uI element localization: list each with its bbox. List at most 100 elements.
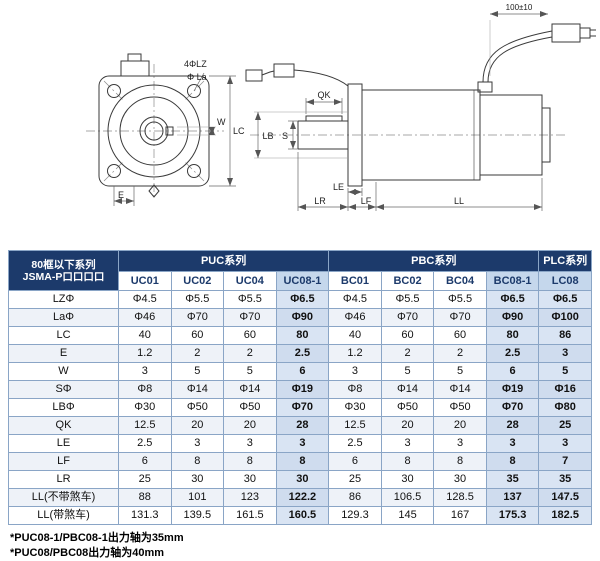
dim-label-lc: LC	[233, 126, 245, 136]
spec-value: Φ6.5	[485, 290, 540, 309]
table-row: LR 25 30 30 30 25 30 30 35 35	[8, 470, 592, 489]
spec-value: 60	[223, 326, 277, 345]
spec-value: Φ5.5	[170, 290, 225, 309]
spec-value: Φ5.5	[380, 290, 435, 309]
spec-value: 8	[275, 452, 330, 471]
spec-value: Φ70	[275, 398, 330, 417]
spec-value: 20	[433, 416, 487, 435]
spec-value: 8	[380, 452, 435, 471]
spec-value: 40	[328, 326, 382, 345]
spec-value: Φ6.5	[275, 290, 330, 309]
spec-value: 139.5	[170, 506, 225, 525]
row-label: LL(带煞车)	[8, 506, 119, 525]
row-label: LC	[8, 326, 119, 345]
spec-value: 137	[485, 488, 540, 507]
spec-value: Φ5.5	[223, 290, 277, 309]
col-header-model: LC08	[538, 271, 592, 291]
spec-value: 123	[223, 488, 277, 507]
spec-value: 30	[170, 470, 225, 489]
spec-value: Φ46	[118, 308, 172, 327]
spec-value: Φ90	[485, 308, 540, 327]
cable-gland	[477, 81, 493, 93]
dim-label-holes: 4ΦLZ	[184, 59, 207, 69]
spec-value: 30	[433, 470, 487, 489]
footnote-2: *PUC08/PBC08出力轴为40mm	[10, 547, 165, 559]
footnotes: *PUC08-1/PBC08-1出力轴为35mm *PUC08/PBC08出力轴…	[10, 531, 600, 561]
spec-value: Φ70	[170, 308, 225, 327]
connector-plug-icon	[551, 23, 581, 43]
spec-value: Φ70	[485, 398, 540, 417]
dim-label-s: S	[282, 131, 288, 141]
row-label: SΦ	[8, 380, 119, 399]
dim-label-lr: LR	[314, 196, 326, 206]
row-label: LBΦ	[8, 398, 119, 417]
col-header-model: UC08-1	[275, 271, 330, 291]
spec-value: 2	[433, 344, 487, 363]
col-header-model: BC08-1	[485, 271, 540, 291]
dim-label-lf: LF	[361, 196, 372, 206]
spec-value: 28	[485, 416, 540, 435]
spec-value: Φ6.5	[538, 290, 592, 309]
spec-value: 5	[538, 362, 592, 381]
spec-value: 3	[170, 434, 225, 453]
table-row: SΦ Φ8 Φ14 Φ14 Φ19 Φ8 Φ14 Φ14 Φ19 Φ16	[8, 380, 592, 399]
spec-value: 35	[538, 470, 592, 489]
row-label: E	[8, 344, 119, 363]
spec-value: 5	[170, 362, 225, 381]
spec-value: 8	[223, 452, 277, 471]
spec-value: 3	[380, 434, 435, 453]
row-label: LR	[8, 470, 119, 489]
table-row: LaΦ Φ46 Φ70 Φ70 Φ90 Φ46 Φ70 Φ70 Φ90 Φ100	[8, 308, 592, 327]
spec-value: Φ5.5	[433, 290, 487, 309]
spec-value: Φ70	[223, 308, 277, 327]
spec-value: 128.5	[433, 488, 487, 507]
spec-value: Φ4.5	[328, 290, 382, 309]
spec-value: 106.5	[380, 488, 435, 507]
spec-value: 2.5	[485, 344, 540, 363]
spec-value: 25	[118, 470, 172, 489]
col-header-model: BC04	[433, 271, 487, 291]
row-label: LE	[8, 434, 119, 453]
spec-value: Φ30	[328, 398, 382, 417]
flange-outline	[98, 53, 210, 198]
table-row: LBΦ Φ30 Φ50 Φ50 Φ70 Φ30 Φ50 Φ50 Φ70 Φ80	[8, 398, 592, 417]
row-label: QK	[8, 416, 119, 435]
spec-value: 8	[433, 452, 487, 471]
cable-line	[487, 36, 553, 83]
spec-value: Φ14	[223, 380, 277, 399]
spec-value: 3	[538, 434, 592, 453]
spec-value: 3	[223, 434, 277, 453]
footnote-1: *PUC08-1/PBC08-1出力轴为35mm	[10, 532, 184, 544]
spec-value: 3	[538, 344, 592, 363]
table-row: LL(不带煞车) 88 101 123 122.2 86 106.5 128.5…	[8, 488, 592, 507]
spec-value: 147.5	[538, 488, 592, 507]
spec-value: 5	[433, 362, 487, 381]
spec-value: Φ50	[433, 398, 487, 417]
spec-value: 3	[118, 362, 172, 381]
spec-value: 12.5	[328, 416, 382, 435]
row-label: LaΦ	[8, 308, 119, 327]
col-header-model: BC01	[328, 271, 382, 291]
spec-value: Φ14	[433, 380, 487, 399]
spec-value: 2.5	[328, 434, 382, 453]
spec-value: 20	[380, 416, 435, 435]
spec-value: 2	[380, 344, 435, 363]
spec-value: Φ90	[275, 308, 330, 327]
spec-value: 5	[380, 362, 435, 381]
model-header-row: UC01 UC02 UC04 UC08-1 BC01 BC02 BC04 BC0…	[9, 271, 592, 291]
spec-value: 20	[223, 416, 277, 435]
spec-value: 80	[485, 326, 540, 345]
spec-value: 6	[275, 362, 330, 381]
table-row: LF 6 8 8 8 6 8 8 8 7	[8, 452, 592, 471]
group-header-row: 80框以下系列 JSMA-P口口口口 PUC系列 PBC系列 PLC系列	[8, 250, 592, 291]
col-header-model: UC02	[170, 271, 225, 291]
spec-value: 131.3	[118, 506, 172, 525]
motor-dimension-drawing: 4ΦLZ Φ La W LC E QK LB S LE LR LF LL 100…	[86, 3, 596, 211]
spec-value: 30	[380, 470, 435, 489]
spec-value: 25	[538, 416, 592, 435]
spec-value: Φ4.5	[118, 290, 172, 309]
centerlines	[86, 64, 224, 200]
dim-label-le: LE	[333, 182, 344, 192]
table-row: QK 12.5 20 20 28 12.5 20 20 28 25	[8, 416, 592, 435]
motor-body-outline	[297, 83, 551, 187]
